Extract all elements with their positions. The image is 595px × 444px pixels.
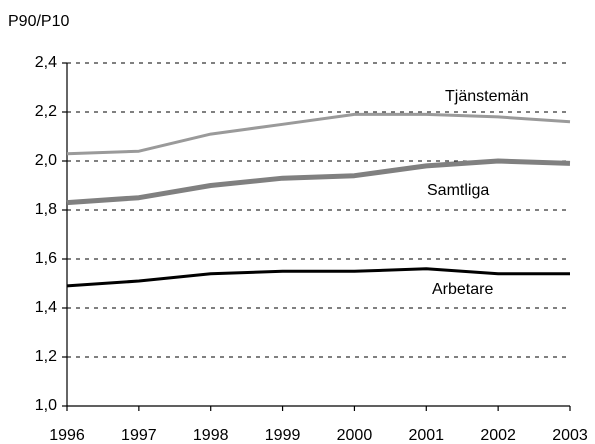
x-tick-label: 2001 (408, 427, 444, 444)
y-axis-label: P90/P10 (8, 13, 69, 30)
y-tick-label: 1,2 (35, 348, 57, 365)
x-tick-label: 2000 (337, 427, 373, 444)
series-label: Tjänstemän (445, 88, 529, 105)
x-tick-label: 2003 (552, 427, 588, 444)
series-label: Samtliga (427, 182, 489, 199)
y-tick-label: 2,0 (35, 152, 57, 169)
y-tick-label: 2,2 (35, 103, 57, 120)
y-tick-label: 2,4 (35, 54, 57, 71)
x-tick-label: 1996 (49, 427, 85, 444)
y-tick-label: 1,6 (35, 250, 57, 267)
series-line (66, 158, 571, 206)
x-tick-label: 2002 (480, 427, 516, 444)
series-label: Arbetare (432, 281, 493, 298)
y-tick-label: 1,8 (35, 201, 57, 218)
x-tick-label: 1999 (265, 427, 301, 444)
series-line (66, 112, 571, 156)
x-tick-label: 1997 (121, 427, 157, 444)
x-tick-label: 1998 (193, 427, 229, 444)
y-tick-label: 1,0 (35, 397, 57, 414)
y-tick-label: 1,4 (35, 299, 57, 316)
series-line (66, 267, 570, 288)
